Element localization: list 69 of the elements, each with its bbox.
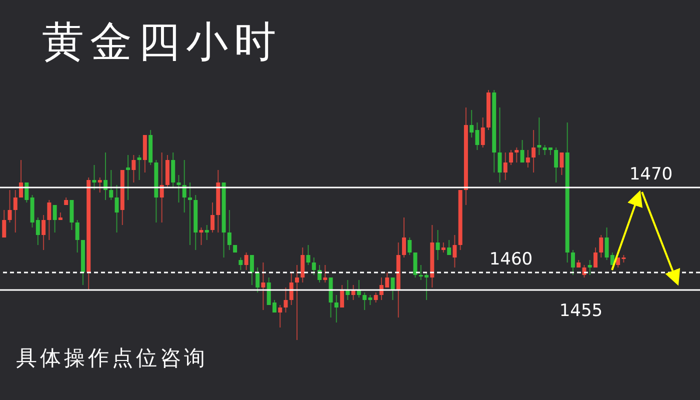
candlestick <box>374 292 378 303</box>
candlestick <box>13 190 18 233</box>
candlestick <box>402 217 406 258</box>
candlestick <box>92 164 96 190</box>
candlestick <box>560 152 564 176</box>
candlestick <box>98 177 102 193</box>
candlestick <box>509 150 514 166</box>
annotation: 1460 <box>489 250 533 270</box>
candlestick <box>188 182 192 246</box>
candlestick <box>447 240 452 256</box>
candlestick <box>210 202 215 233</box>
candlestick <box>554 147 558 183</box>
candlestick <box>250 254 254 286</box>
candlestick <box>306 244 310 266</box>
candlestick <box>514 147 519 163</box>
candlestick <box>244 252 248 270</box>
candlestick <box>238 257 243 270</box>
candlestick <box>204 224 209 240</box>
candlestick <box>436 230 440 260</box>
candlestick <box>537 117 542 156</box>
candlestick <box>532 130 536 173</box>
candlestick <box>480 117 485 148</box>
candlestick <box>19 160 24 198</box>
candlestick <box>289 272 294 306</box>
candlestick <box>261 262 266 310</box>
candlestick <box>295 264 299 340</box>
candlestick <box>413 252 418 278</box>
candlestick <box>227 210 232 250</box>
text: 1470 <box>629 164 673 184</box>
candlestick <box>114 184 119 233</box>
candlestick <box>126 154 130 200</box>
candlestick <box>176 174 181 203</box>
candlestick <box>300 247 305 283</box>
candlestick <box>42 214 46 250</box>
candlestick <box>334 294 338 323</box>
candlestick <box>312 257 316 276</box>
candlestick <box>452 234 457 268</box>
candlestick <box>278 304 282 328</box>
candlestick <box>408 237 412 256</box>
candlestick <box>171 152 176 188</box>
candlestick <box>8 190 12 223</box>
candlestick <box>109 170 114 200</box>
candlestick <box>441 242 446 253</box>
candlestick <box>284 287 288 313</box>
annotation: 1455 <box>559 301 603 321</box>
candlestick <box>2 210 6 238</box>
candlestick <box>24 182 29 203</box>
candlestick <box>75 220 80 253</box>
candlestick <box>323 264 328 283</box>
candlestick <box>582 264 586 278</box>
candlestick <box>52 204 57 233</box>
candlestick <box>498 107 502 183</box>
candlestick <box>588 260 592 276</box>
candlestick <box>570 250 575 276</box>
candlestick <box>137 154 142 180</box>
candlestick <box>199 227 204 246</box>
candlestick <box>390 277 395 300</box>
candlestick <box>70 200 74 230</box>
chart-title: 黄金四小时 <box>42 16 282 68</box>
candlestick <box>526 150 530 168</box>
candlestick <box>256 267 260 293</box>
candlestick <box>594 247 598 268</box>
candlestick <box>503 152 508 180</box>
text: 具体操作点位咨询 <box>16 345 208 372</box>
candlestick <box>520 140 524 163</box>
candlestick <box>340 284 344 308</box>
candlestick <box>132 154 136 183</box>
candlestick <box>47 200 52 240</box>
candlestick <box>599 234 604 258</box>
